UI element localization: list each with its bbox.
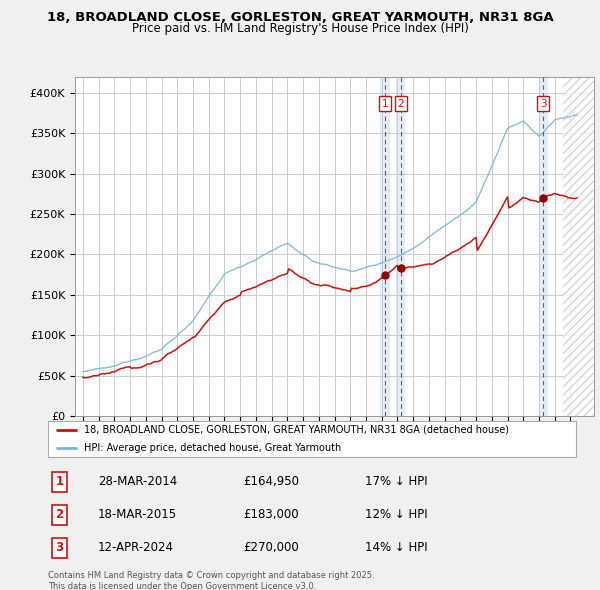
Text: £183,000: £183,000: [244, 508, 299, 522]
Text: 12-APR-2024: 12-APR-2024: [98, 541, 174, 555]
Text: Price paid vs. HM Land Registry's House Price Index (HPI): Price paid vs. HM Land Registry's House …: [131, 22, 469, 35]
Text: 17% ↓ HPI: 17% ↓ HPI: [365, 475, 427, 489]
Bar: [380, 77, 390, 416]
Text: 28-MAR-2014: 28-MAR-2014: [98, 475, 178, 489]
Text: 18-MAR-2015: 18-MAR-2015: [98, 508, 177, 522]
Text: £164,950: £164,950: [244, 475, 299, 489]
Text: 18, BROADLAND CLOSE, GORLESTON, GREAT YARMOUTH, NR31 8GA: 18, BROADLAND CLOSE, GORLESTON, GREAT YA…: [47, 11, 553, 24]
Text: 2: 2: [397, 99, 404, 109]
Text: 18, BROADLAND CLOSE, GORLESTON, GREAT YARMOUTH, NR31 8GA (detached house): 18, BROADLAND CLOSE, GORLESTON, GREAT YA…: [84, 425, 509, 435]
Text: 12% ↓ HPI: 12% ↓ HPI: [365, 508, 427, 522]
Bar: [539, 77, 548, 416]
Bar: [396, 77, 406, 416]
Text: 1: 1: [56, 475, 64, 489]
Text: Contains HM Land Registry data © Crown copyright and database right 2025.
This d: Contains HM Land Registry data © Crown c…: [48, 571, 374, 590]
Text: HPI: Average price, detached house, Great Yarmouth: HPI: Average price, detached house, Grea…: [84, 443, 341, 453]
Text: 3: 3: [540, 99, 547, 109]
Text: 14% ↓ HPI: 14% ↓ HPI: [365, 541, 427, 555]
Text: £270,000: £270,000: [244, 541, 299, 555]
Text: 1: 1: [382, 99, 388, 109]
Text: 3: 3: [56, 541, 64, 555]
Text: 2: 2: [56, 508, 64, 522]
